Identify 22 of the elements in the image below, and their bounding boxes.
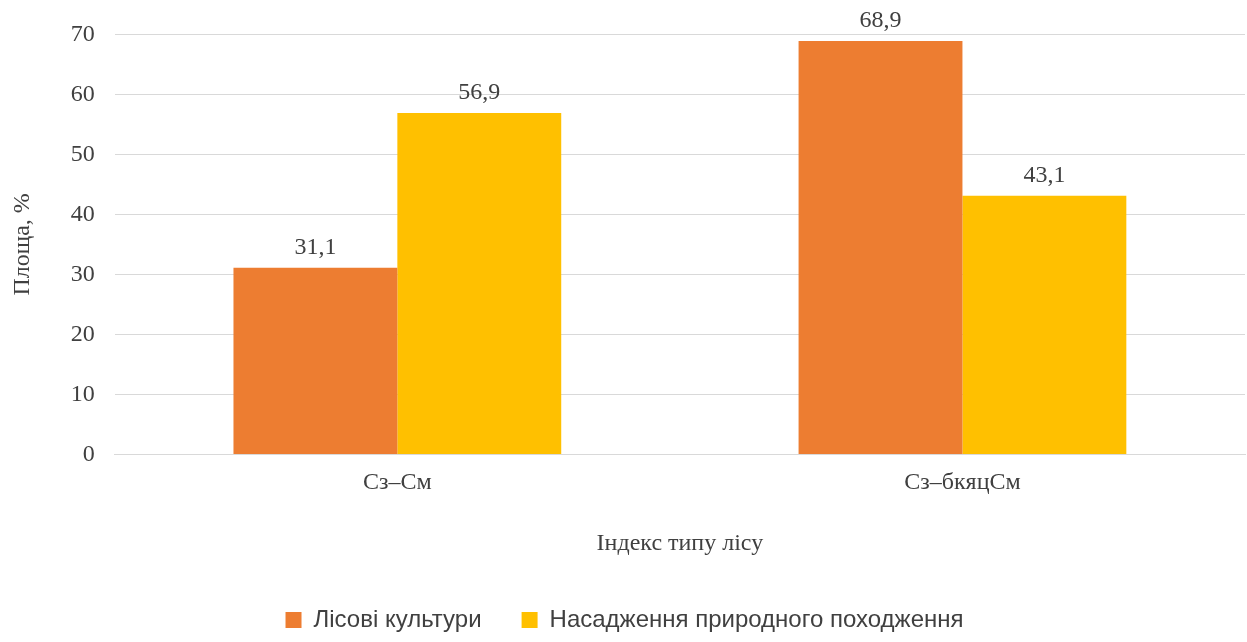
y-tick-label: 0 — [82, 439, 95, 466]
data-label: 31,1 — [294, 233, 337, 260]
y-tick-label: 60 — [70, 79, 95, 106]
x-tick-label: Сз–См — [363, 468, 432, 495]
bar — [397, 113, 562, 454]
bar — [233, 267, 398, 454]
data-label: 56,9 — [458, 78, 501, 105]
y-tick-label: 20 — [70, 319, 95, 346]
data-label: 68,9 — [859, 6, 902, 33]
y-tick-label: 50 — [70, 139, 95, 166]
bar — [798, 41, 963, 454]
legend-label: Насадження природного походження — [549, 604, 964, 632]
y-axis-title: Площа, % — [7, 193, 34, 296]
y-tick-label: 10 — [70, 379, 95, 406]
x-axis-title: Індекс типу лісу — [596, 528, 764, 555]
x-tick-label: Сз–бкяцСм — [904, 468, 1021, 495]
legend-label: Лісові культури — [313, 604, 482, 632]
y-tick-label: 70 — [70, 19, 95, 46]
y-tick-label: 40 — [70, 199, 95, 226]
data-label: 43,1 — [1023, 161, 1066, 188]
y-tick-label: 30 — [70, 259, 95, 286]
bar — [962, 195, 1127, 454]
